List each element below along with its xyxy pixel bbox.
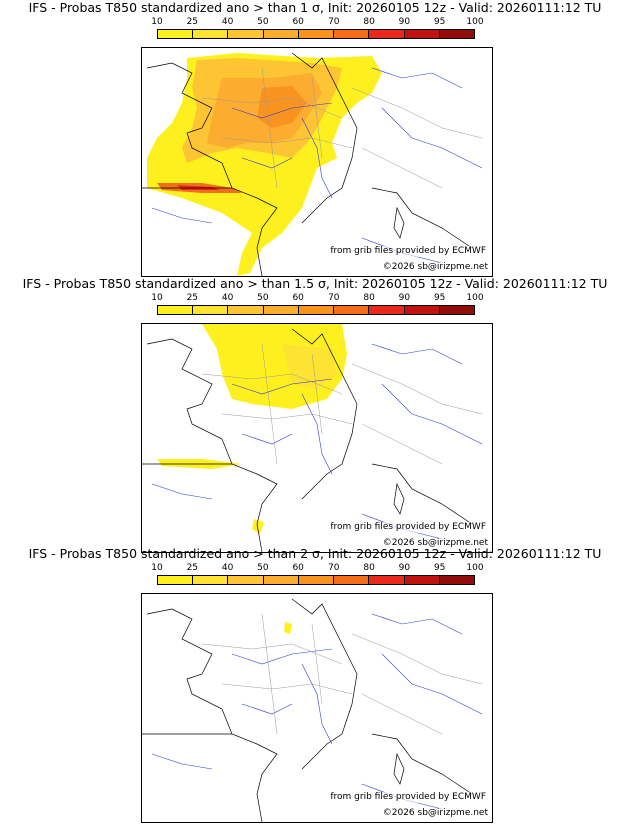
colorbar-tick: 25 (186, 293, 199, 303)
data-credit: from grib files provided by ECMWF (330, 792, 486, 803)
data-credit: from grib files provided by ECMWF (330, 522, 486, 533)
colorbar-segment (193, 306, 229, 314)
colorbar-tick: 70 (328, 563, 340, 573)
panel-title: IFS - Probas T850 standardized ano > tha… (28, 546, 602, 561)
probability-map: from grib files provided by ECMWF ©2026 … (141, 593, 493, 823)
colorbar-segment (193, 576, 229, 584)
colorbar-tick: 90 (398, 563, 411, 573)
copyright: ©2026 sb@irizpme.net (382, 262, 488, 273)
colorbar-segment (439, 576, 474, 584)
colorbar-ticks: 10 25 40 50 60 70 80 90 95 100 (151, 563, 483, 574)
colorbar-tick: 50 (257, 293, 269, 303)
colorbar-segment (369, 576, 405, 584)
colorbar-segment (334, 576, 370, 584)
colorbar-tick: 50 (257, 563, 269, 573)
colorbar-segment (263, 576, 299, 584)
prob-area-10 (284, 622, 292, 634)
colorbar-tick: 90 (398, 293, 411, 303)
colorbar-tick: 80 (363, 17, 375, 27)
colorbar-segment (263, 30, 299, 38)
coastlines (142, 328, 473, 552)
colorbar-segment (404, 30, 440, 38)
colorbar-tick: 95 (433, 17, 446, 27)
prob-area-25 (282, 344, 337, 389)
colorbar-tick: 95 (433, 563, 446, 573)
data-credit: from grib files provided by ECMWF (330, 246, 486, 257)
colorbar-segment (439, 30, 474, 38)
map-panel-3: IFS - Probas T850 standardized ano > tha… (0, 546, 630, 823)
colorbar-tick: 10 (151, 563, 163, 573)
colorbar-segment (193, 30, 229, 38)
colorbar-tick: 100 (466, 293, 484, 303)
colorbar-segment (334, 30, 370, 38)
copyright: ©2026 sb@irizpme.net (382, 808, 488, 819)
prob-area-10 (252, 519, 264, 534)
map-panel-2: IFS - Probas T850 standardized ano > tha… (0, 276, 630, 553)
colorbar-segment (369, 306, 405, 314)
map-svg (142, 324, 483, 552)
prob-area-50 (257, 86, 307, 128)
colorbar (157, 305, 475, 315)
colorbar-tick: 80 (363, 563, 375, 573)
colorbar-ticks: 10 25 40 50 60 70 80 90 95 100 (151, 293, 483, 304)
colorbar-tick: 80 (363, 293, 375, 303)
colorbar-tick: 95 (433, 293, 446, 303)
colorbar-tick: 25 (186, 17, 199, 27)
admin-borders (201, 67, 483, 189)
colorbar-segment (439, 306, 474, 314)
colorbar-tick: 25 (186, 563, 199, 573)
colorbar-tick: 100 (466, 563, 484, 573)
map-svg (142, 598, 483, 822)
colorbar-segment (404, 306, 440, 314)
colorbar-tick: 40 (221, 293, 234, 303)
panel-title: IFS - Probas T850 standardized ano > tha… (28, 0, 602, 15)
colorbar-tick: 40 (221, 563, 234, 573)
colorbar-tick: 60 (292, 293, 304, 303)
colorbar-tick: 50 (257, 17, 269, 27)
admin-borders (201, 613, 483, 735)
colorbar-tick: 90 (398, 17, 411, 27)
colorbar-tick: 60 (292, 563, 304, 573)
coastlines (142, 52, 473, 276)
colorbar-segment (228, 576, 264, 584)
colorbar-segment (298, 30, 335, 38)
colorbar-tick: 70 (328, 17, 340, 27)
colorbar-tick: 60 (292, 17, 304, 27)
map-svg (142, 52, 483, 276)
admin-borders (201, 343, 483, 465)
colorbar (157, 29, 475, 39)
prob-area-70 (177, 185, 220, 190)
panel-title: IFS - Probas T850 standardized ano > tha… (22, 276, 608, 291)
probability-map: from grib files provided by ECMWF ©2026 … (141, 47, 493, 277)
probability-map: from grib files provided by ECMWF ©2026 … (141, 323, 493, 553)
colorbar-segment (404, 576, 440, 584)
coastlines (142, 598, 473, 822)
colorbar-segment (369, 30, 405, 38)
colorbar-tick: 10 (151, 17, 163, 27)
colorbar-segment (298, 306, 335, 314)
colorbar-segment (158, 30, 194, 38)
colorbar (157, 575, 475, 585)
colorbar-segment (158, 306, 194, 314)
colorbar-tick: 40 (221, 17, 234, 27)
colorbar-segment (228, 306, 264, 314)
colorbar-segment (334, 306, 370, 314)
rivers (151, 613, 483, 810)
colorbar-tick: 10 (151, 293, 163, 303)
colorbar-ticks: 10 25 40 50 60 70 80 90 95 100 (151, 17, 483, 28)
map-panel-1: IFS - Probas T850 standardized ano > tha… (0, 0, 630, 277)
colorbar-segment (298, 576, 335, 584)
colorbar-segment (158, 576, 194, 584)
colorbar-tick: 70 (328, 293, 340, 303)
copyright: ©2026 sb@irizpme.net (382, 538, 488, 549)
colorbar-tick: 100 (466, 17, 484, 27)
colorbar-segment (263, 306, 299, 314)
colorbar-segment (228, 30, 264, 38)
